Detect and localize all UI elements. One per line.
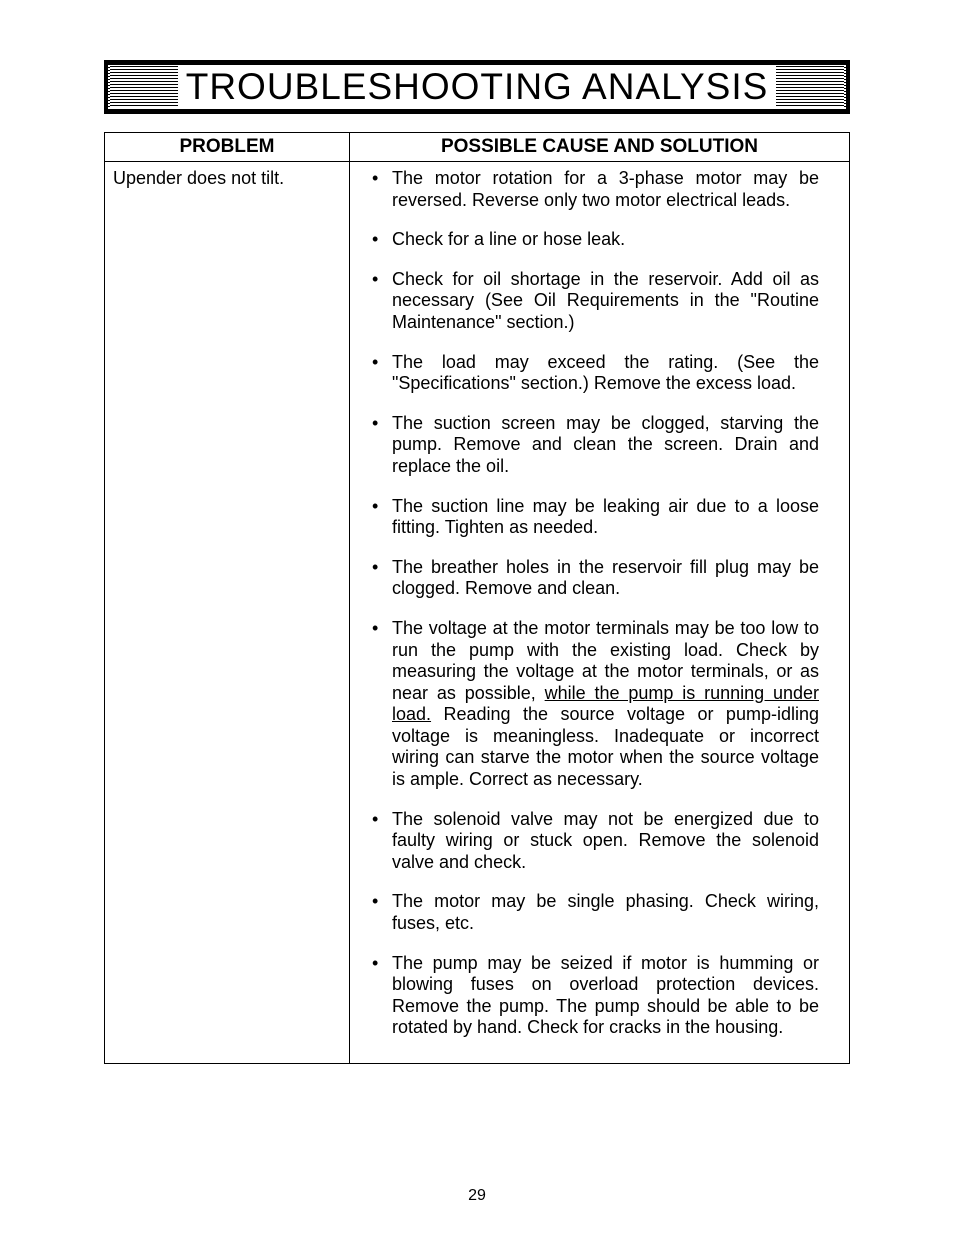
list-item: Check for oil shortage in the reservoir.… (362, 269, 819, 334)
page-number: 29 (0, 1187, 954, 1205)
list-item: The motor may be single phasing. Check w… (362, 891, 819, 934)
list-item: Check for a line or hose leak. (362, 229, 819, 251)
page: TROUBLESHOOTING ANALYSIS PROBLEM POSSIBL… (0, 0, 954, 1235)
list-item: The voltage at the motor terminals may b… (362, 618, 819, 791)
list-item: The suction line may be leaking air due … (362, 496, 819, 539)
header-problem: PROBLEM (105, 133, 350, 162)
troubleshooting-table: PROBLEM POSSIBLE CAUSE AND SOLUTION Upen… (104, 132, 850, 1064)
list-item: The pump may be seized if motor is hummi… (362, 953, 819, 1039)
table-row: Upender does not tilt. The motor rotatio… (105, 162, 850, 1064)
header-solution: POSSIBLE CAUSE AND SOLUTION (350, 133, 850, 162)
list-item: The motor rotation for a 3-phase motor m… (362, 168, 819, 211)
table-header-row: PROBLEM POSSIBLE CAUSE AND SOLUTION (105, 133, 850, 162)
solution-list: The motor rotation for a 3-phase motor m… (362, 168, 819, 1039)
page-title: TROUBLESHOOTING ANALYSIS (178, 66, 777, 108)
list-item: The breather holes in the reservoir fill… (362, 557, 819, 600)
list-item: The suction screen may be clogged, starv… (362, 413, 819, 478)
list-item: The load may exceed the rating. (See the… (362, 352, 819, 395)
problem-cell: Upender does not tilt. (105, 162, 350, 1064)
text-run: Reading the source voltage or pump-idlin… (392, 704, 819, 789)
title-banner: TROUBLESHOOTING ANALYSIS (104, 60, 850, 114)
title-banner-inner: TROUBLESHOOTING ANALYSIS (110, 66, 844, 108)
solution-cell: The motor rotation for a 3-phase motor m… (350, 162, 850, 1064)
list-item: The solenoid valve may not be energized … (362, 809, 819, 874)
